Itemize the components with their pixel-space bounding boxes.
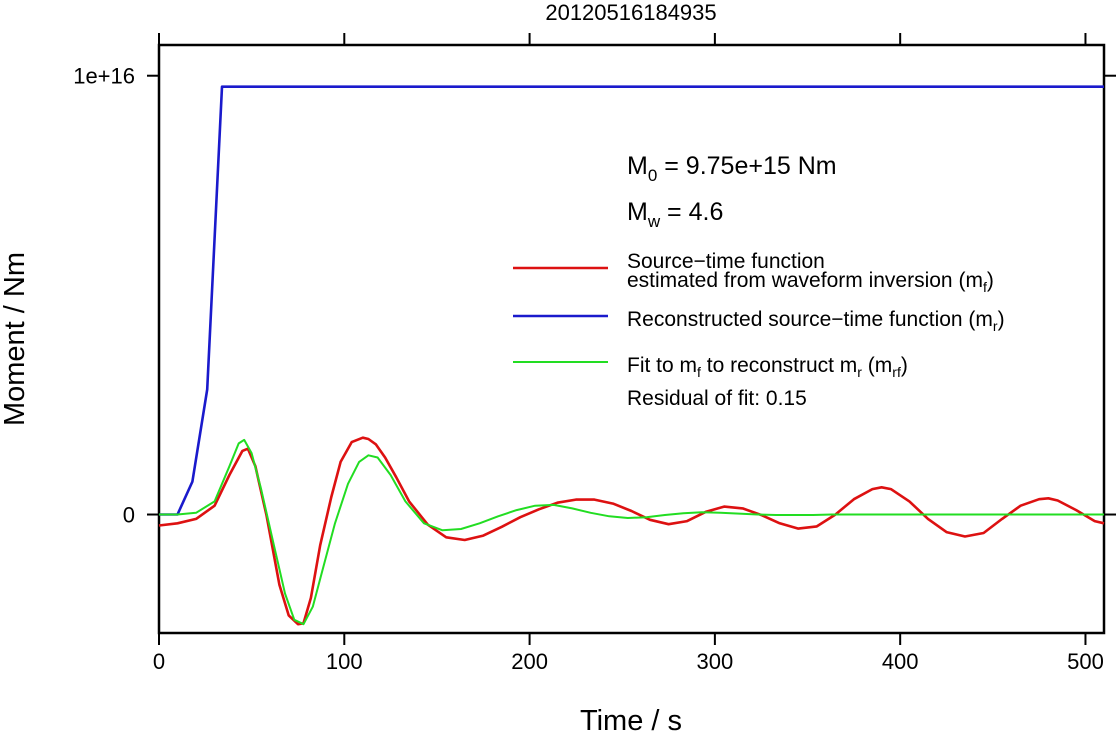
residual-annotation: Residual of fit: 0.15 xyxy=(627,387,807,410)
legend-label-fit: Fit to mf to reconstruct mr (mrf) xyxy=(627,354,908,380)
series-layer xyxy=(158,85,1105,626)
series-line-fit xyxy=(159,438,1104,626)
x-tick-label: 500 xyxy=(1067,649,1104,674)
y-tick-label: 1e+16 xyxy=(73,64,135,89)
plot-frame xyxy=(157,43,1106,635)
x-tick-label: 0 xyxy=(153,649,165,674)
x-tick-label: 100 xyxy=(326,649,363,674)
m0-annotation: M0 = 9.75e+15 Nm xyxy=(627,152,837,185)
y-axis-title: Moment / Nm xyxy=(0,252,31,426)
mw-annotation: Mw = 4.6 xyxy=(627,198,723,231)
series-line-reconstructed xyxy=(159,85,1104,516)
x-tick-label: 300 xyxy=(697,649,734,674)
x-tick-label: 200 xyxy=(511,649,548,674)
legend-label-reconstructed: Reconstructed source−time function (mr) xyxy=(627,308,1005,334)
legend-label-source-time-line2: estimated from waveform inversion (mf) xyxy=(627,269,994,295)
axis-ticks: 0 100 200 300 400 500 0 1e+16 xyxy=(73,33,1116,674)
y-tick-label: 0 xyxy=(123,503,135,528)
x-axis-title: Time / s xyxy=(580,705,682,734)
legend: Source−time function estimated from wave… xyxy=(513,250,1005,410)
x-tick-label: 400 xyxy=(882,649,919,674)
series-line-source-time xyxy=(158,436,1105,626)
chart-title: 20120516184935 xyxy=(545,0,716,25)
legend-label-source-time-line1: Source−time function xyxy=(627,250,825,273)
